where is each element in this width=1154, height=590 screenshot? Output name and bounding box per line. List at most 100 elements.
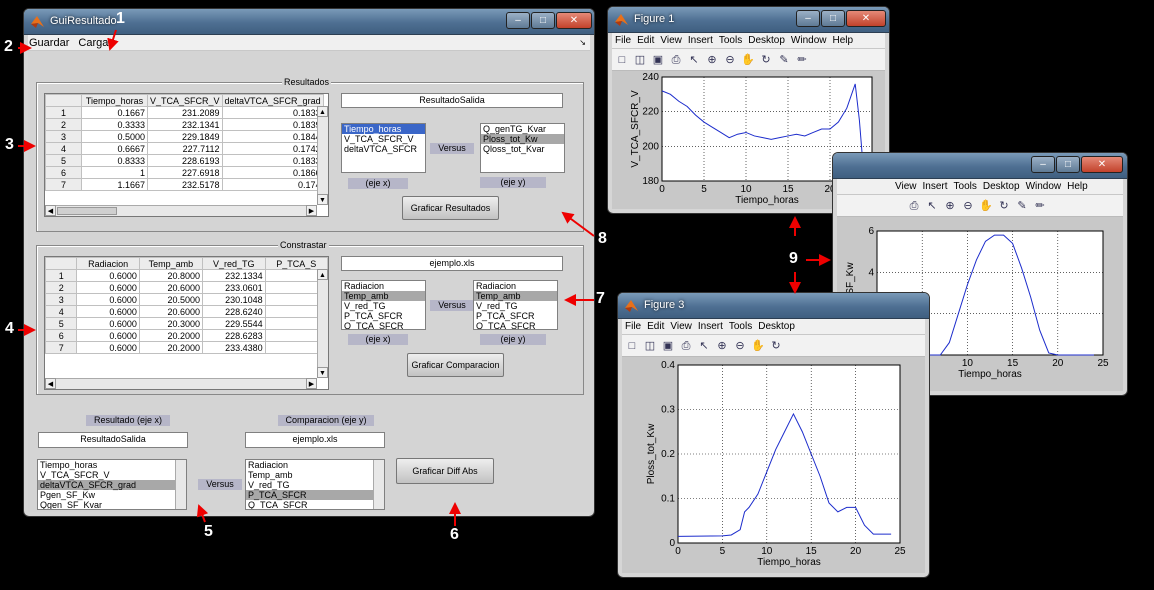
table-row[interactable]: 2 0.6000 20.6000 233.0601 — [45, 281, 328, 294]
minimize-button[interactable]: – — [506, 12, 530, 29]
data-cursor-icon[interactable]: ✎ — [779, 54, 789, 66]
save-icon[interactable]: ▣ — [662, 340, 674, 352]
graficar-comparacion-button[interactable]: Graficar Comparacion — [407, 353, 504, 377]
menu-desktop[interactable]: Desktop — [982, 181, 1020, 192]
list-item[interactable]: Qgen_SF_Kvar — [40, 500, 103, 510]
col-header[interactable]: Tiempo_horas — [81, 94, 148, 107]
constrastar-y-list[interactable]: Radiacion Temp_amb V_red_TG P_TCA_SFCR Q… — [473, 280, 558, 330]
table-cell[interactable]: 20.2000 — [138, 341, 203, 354]
list-item[interactable]: V_red_TG — [248, 480, 290, 490]
minimize-button[interactable]: – — [1031, 156, 1055, 173]
row-header[interactable]: 6 — [45, 166, 82, 179]
maximize-button[interactable]: □ — [1056, 156, 1080, 173]
list-item[interactable]: deltaVTCA_SFCR — [344, 144, 418, 154]
list-item[interactable]: V_red_TG — [476, 301, 518, 311]
row-header[interactable]: 3 — [45, 130, 82, 143]
menu-view[interactable]: View — [895, 181, 917, 192]
figure1-title-bar[interactable]: Figure 1 – □ ✕ — [608, 7, 889, 33]
menu-view[interactable]: View — [660, 35, 682, 46]
zoom-in-icon[interactable]: ⊕ — [717, 340, 727, 352]
menu-tools[interactable]: Tools — [953, 181, 977, 192]
menu-file[interactable]: File — [615, 35, 632, 46]
figure3-plot[interactable]: 0 5 10 15 20 25 0 0.1 0.2 0.3 0.4 Tiempo_horas Ploss… — [622, 357, 927, 575]
zoom-out-icon[interactable]: ⊖ — [735, 340, 745, 352]
menu-edit[interactable]: Edit — [647, 321, 665, 332]
list-item[interactable]: V_red_TG — [344, 301, 386, 311]
new-figure-icon[interactable]: □ — [618, 54, 626, 66]
table-row[interactable]: 7 1.1667 232.5178 0.174 — [45, 178, 324, 191]
menu-tools[interactable]: Tools — [728, 321, 753, 332]
list-item[interactable]: Temp_amb — [248, 470, 293, 480]
constrastar-x-list[interactable]: Radiacion Temp_amb V_red_TG P_TCA_SFCR Q… — [341, 280, 426, 330]
table-cell[interactable]: 0.6000 — [76, 341, 140, 354]
brush-icon[interactable]: ✏ — [797, 54, 807, 66]
list-item[interactable]: Qloss_tot_Kvar — [483, 144, 545, 154]
menu-desktop[interactable]: Desktop — [748, 35, 785, 46]
list-item[interactable]: P_TCA_SFCR — [344, 311, 403, 321]
gui-title-bar[interactable]: GuiResultado – □ ✕ — [24, 9, 594, 35]
list-scrollbar[interactable] — [175, 460, 186, 509]
list-item[interactable]: Q_TCA_SFCR — [476, 321, 536, 330]
pointer-icon[interactable]: ↖ — [689, 54, 699, 66]
resultados-y-list[interactable]: Q_genTG_Kvar Ploss_tot_Kw Qloss_tot_Kvar — [480, 123, 565, 173]
menu-help[interactable]: Help — [1067, 181, 1088, 192]
zoom-in-icon[interactable]: ⊕ — [707, 54, 717, 66]
list-item[interactable]: Temp_amb — [342, 291, 425, 301]
menu-guardar[interactable]: Guardar — [29, 37, 70, 49]
row-header[interactable]: 1 — [45, 106, 82, 119]
list-item[interactable]: Tiempo_horas — [40, 460, 98, 470]
list-item[interactable]: V_TCA_SFCR_V — [344, 134, 414, 144]
pan-icon[interactable]: ✋ — [741, 54, 755, 66]
diff-x-list[interactable]: Tiempo_horas V_TCA_SFCR_V deltaVTCA_SFCR… — [37, 459, 187, 510]
diff-y-list[interactable]: Radiacion Temp_amb V_red_TG P_TCA_SFCR Q… — [245, 459, 385, 510]
row-header[interactable]: 2 — [45, 118, 82, 131]
diff-x-field[interactable]: ResultadoSalida — [38, 432, 188, 448]
print-icon[interactable]: ⎙ — [681, 340, 691, 352]
close-button[interactable]: ✕ — [1081, 156, 1123, 173]
menu-insert[interactable]: Insert — [922, 181, 948, 192]
table-cell[interactable]: 233.4380 — [201, 341, 266, 354]
row-header[interactable]: 7 — [45, 178, 82, 191]
save-icon[interactable]: ▣ — [652, 54, 664, 66]
output-name-field[interactable]: ResultadoSalida — [341, 93, 563, 108]
row-header[interactable]: 5 — [45, 317, 78, 330]
close-button[interactable]: ✕ — [846, 10, 886, 27]
data-cursor-icon[interactable]: ✎ — [1017, 200, 1027, 212]
rotate-icon[interactable]: ↻ — [999, 200, 1009, 212]
figure2-title-bar[interactable]: – □ ✕ — [833, 153, 1127, 179]
zoom-in-icon[interactable]: ⊕ — [945, 200, 955, 212]
table-row[interactable]: 5 0.8333 228.6193 0.1833 — [45, 154, 324, 167]
col-header[interactable]: Radiacion — [76, 257, 140, 270]
menu-insert[interactable]: Insert — [687, 35, 713, 46]
menu-desktop[interactable]: Desktop — [758, 321, 795, 332]
open-file-icon[interactable]: ◫ — [644, 340, 656, 352]
menu-window[interactable]: Window — [1025, 181, 1062, 192]
row-header[interactable]: 7 — [45, 341, 78, 354]
open-file-icon[interactable]: ◫ — [634, 54, 646, 66]
pointer-icon[interactable]: ↖ — [699, 340, 709, 352]
menu-help[interactable]: Help — [832, 35, 854, 46]
close-button[interactable]: ✕ — [556, 12, 592, 29]
pan-icon[interactable]: ✋ — [751, 340, 765, 352]
table-vertical-scrollbar[interactable]: ▲ ▼ — [317, 269, 328, 378]
maximize-button[interactable]: □ — [531, 12, 555, 29]
menu-cargar[interactable]: Cargar — [78, 37, 113, 49]
resultados-table[interactable]: Tiempo_horas V_TCA_SFCR_V deltaVTCA_SFCR… — [44, 93, 329, 217]
diff-y-field[interactable]: ejemplo.xls — [245, 432, 385, 448]
table-vertical-scrollbar[interactable]: ▲ ▼ — [317, 106, 328, 205]
print-icon[interactable]: ⎙ — [909, 200, 919, 212]
row-header[interactable]: 2 — [45, 281, 78, 294]
list-item[interactable]: Pgen_SF_Kw — [40, 490, 96, 500]
graficar-resultados-button[interactable]: Graficar Resultados — [402, 196, 499, 220]
table-row[interactable]: 6 0.6000 20.2000 228.6283 — [45, 329, 328, 342]
zoom-out-icon[interactable]: ⊖ — [963, 200, 973, 212]
print-icon[interactable]: ⎙ — [671, 54, 681, 66]
maximize-button[interactable]: □ — [821, 10, 845, 27]
brush-icon[interactable]: ✏ — [1035, 200, 1045, 212]
zoom-out-icon[interactable]: ⊖ — [725, 54, 735, 66]
list-item[interactable]: V_TCA_SFCR_V — [40, 470, 110, 480]
list-item[interactable]: P_TCA_SFCR — [246, 490, 384, 500]
table-row[interactable]: 7 0.6000 20.2000 233.4380 — [45, 341, 328, 354]
list-item[interactable]: Radiacion — [476, 281, 517, 291]
list-item[interactable]: P_TCA_SFCR — [476, 311, 535, 321]
